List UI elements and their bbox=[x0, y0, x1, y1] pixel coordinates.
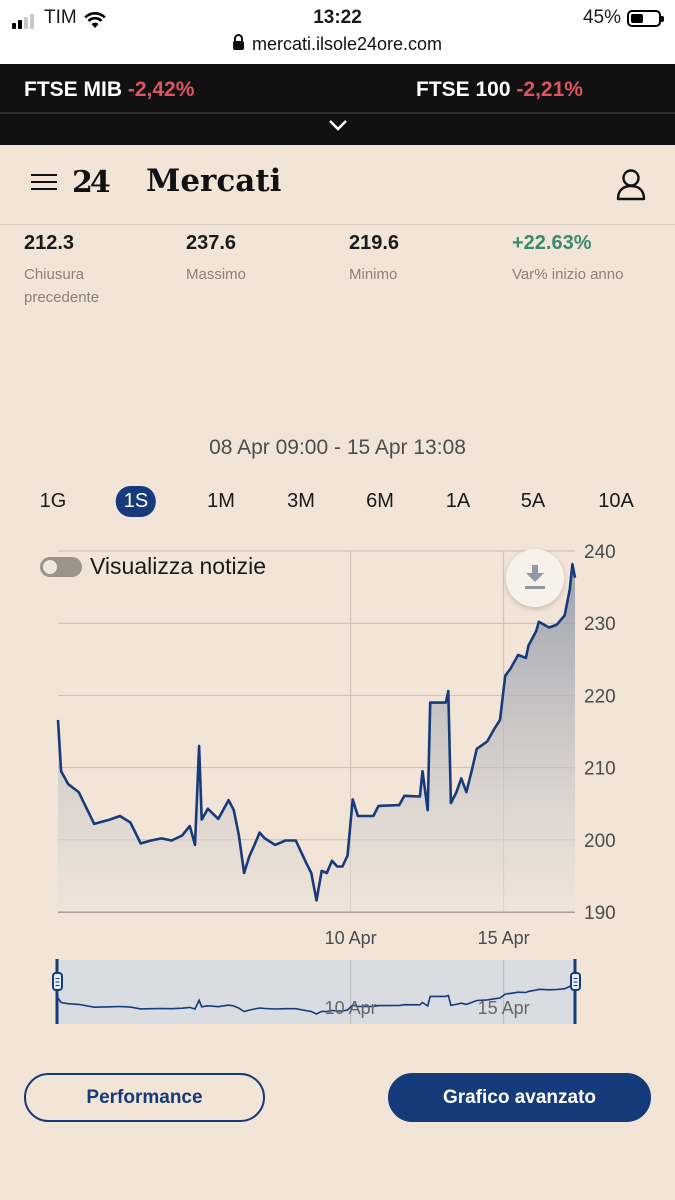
y-tick-label: 210 bbox=[584, 759, 616, 780]
page-title: Mercati bbox=[146, 163, 282, 199]
navigator-handle-left[interactable] bbox=[52, 959, 63, 1024]
date-range: 08 Apr 09:00 - 15 Apr 13:08 bbox=[209, 436, 466, 459]
stat-value: +22.63% bbox=[512, 232, 592, 254]
download-icon bbox=[525, 565, 545, 589]
ticker-change: -2,21% bbox=[516, 78, 583, 101]
ticker-item[interactable]: FTSE MIB -2,42% bbox=[24, 78, 194, 102]
nav-x-tick-label: 10 Apr bbox=[325, 998, 377, 1018]
battery-icon bbox=[627, 9, 664, 27]
stat-value: 219.6 bbox=[349, 232, 400, 254]
stat-prev-close: 212.3 Chiusura precedente bbox=[24, 232, 144, 309]
period-selector: 1G 1S 1M 3M 6M 1A 5A 10A bbox=[0, 486, 675, 517]
carrier-info: TIM bbox=[12, 7, 107, 29]
navigator-line bbox=[57, 983, 576, 1015]
price-chart[interactable]: 240 230 220 210 200 190 10 Apr 15 Apr bbox=[0, 530, 675, 955]
y-tick-label: 240 bbox=[584, 542, 616, 563]
period-1a[interactable]: 1A bbox=[445, 490, 471, 512]
news-toggle[interactable] bbox=[40, 557, 82, 577]
ticker-change: -2,42% bbox=[127, 78, 195, 101]
period-6m[interactable]: 6M bbox=[366, 490, 394, 512]
stat-label: Chiusura precedente bbox=[24, 266, 100, 306]
lock-icon bbox=[232, 34, 244, 50]
ticker-name: FTSE MIB bbox=[24, 78, 122, 101]
index-ticker: FTSE MIB -2,42% FTSE 100 -2,21% bbox=[0, 64, 675, 145]
nav-x-tick-label: 15 Apr bbox=[478, 998, 530, 1018]
stat-value: 237.6 bbox=[186, 232, 237, 254]
ticker-name: FTSE 100 bbox=[416, 78, 511, 101]
period-1m[interactable]: 1M bbox=[207, 490, 235, 512]
stat-value: 212.3 bbox=[24, 232, 75, 254]
clock: 13:22 bbox=[313, 7, 362, 28]
advanced-chart-button[interactable]: Grafico avanzato bbox=[388, 1073, 651, 1122]
ticker-item[interactable]: FTSE 100 -2,21% bbox=[416, 78, 583, 102]
logo[interactable]: 24 bbox=[72, 165, 111, 200]
price-line bbox=[56, 562, 577, 902]
wifi-icon bbox=[83, 11, 106, 28]
period-10a[interactable]: 10A bbox=[598, 490, 634, 512]
app-header: 24 Mercati bbox=[0, 145, 675, 225]
battery-percent: 45% bbox=[582, 7, 621, 28]
y-tick-label: 190 bbox=[584, 903, 616, 924]
performance-button[interactable]: Performance bbox=[24, 1073, 265, 1122]
stat-label: Var% inizio anno bbox=[512, 266, 624, 283]
stat-label: Massimo bbox=[186, 266, 247, 283]
period-1g[interactable]: 1G bbox=[39, 490, 67, 512]
download-button[interactable] bbox=[506, 549, 564, 607]
period-1s[interactable]: 1S bbox=[115, 486, 157, 517]
navigator-chart[interactable]: 10 Apr 15 Apr bbox=[0, 955, 675, 1027]
stat-label: Minimo bbox=[349, 266, 398, 283]
status-bar: TIM 13:22 45% mercati.ilsole24ore.com bbox=[0, 0, 675, 64]
y-tick-label: 230 bbox=[584, 614, 616, 635]
navigator-handle-right[interactable] bbox=[570, 959, 581, 1024]
period-5a[interactable]: 5A bbox=[520, 490, 546, 512]
stat-ytd: +22.63% Var% inizio anno bbox=[512, 232, 623, 286]
x-tick-label: 10 Apr bbox=[325, 928, 377, 948]
price-area bbox=[58, 564, 575, 912]
url-text: mercati.ilsole24ore.com bbox=[251, 34, 443, 54]
y-tick-label: 220 bbox=[584, 686, 616, 707]
address-bar[interactable]: mercati.ilsole24ore.com bbox=[0, 34, 675, 55]
news-toggle-label: Visualizza notizie bbox=[90, 553, 267, 579]
chevron-down-icon[interactable] bbox=[328, 118, 348, 132]
user-icon[interactable] bbox=[614, 167, 648, 201]
stat-min: 219.6 Minimo bbox=[349, 232, 399, 286]
menu-icon[interactable] bbox=[31, 174, 57, 192]
period-3m[interactable]: 3M bbox=[287, 490, 315, 512]
y-tick-label: 200 bbox=[584, 831, 616, 852]
carrier-name: TIM bbox=[44, 7, 77, 28]
battery-info: 45% bbox=[582, 7, 664, 29]
signal-icon bbox=[12, 11, 34, 29]
ticker-divider bbox=[0, 112, 675, 114]
stat-max: 237.6 Massimo bbox=[186, 232, 246, 286]
x-tick-label: 15 Apr bbox=[478, 928, 530, 948]
